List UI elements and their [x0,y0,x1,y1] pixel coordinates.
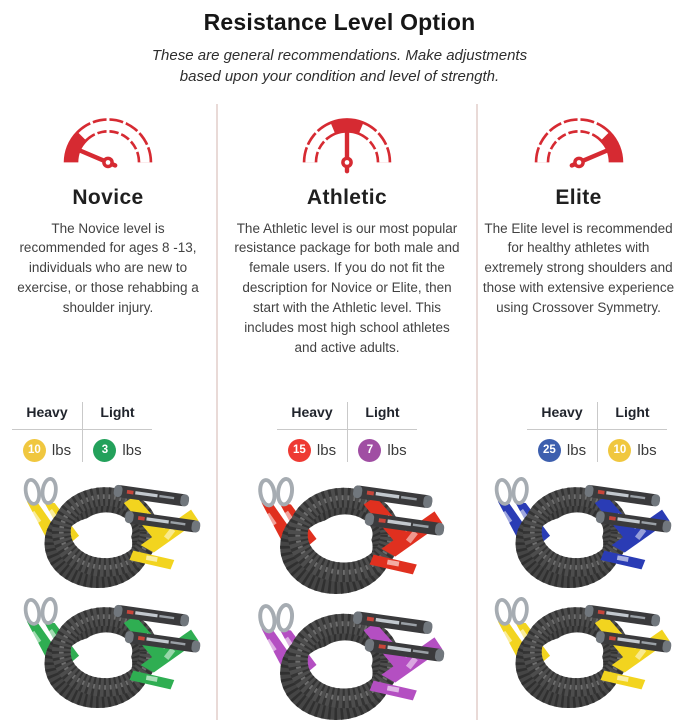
weight-table: Heavy Light 10 lbs 3 lbs [12,401,152,462]
product-photo-light-band [235,602,459,720]
level-title: Novice [72,185,144,209]
weight-table: Heavy Light 15 lbs 7 lbs [277,401,417,462]
product-photo-heavy-band [235,476,459,594]
gauge-mid-icon [302,117,392,173]
weight-table: Heavy Light 25 lbs 10 lbs [527,401,667,462]
weight-unit: lbs [387,441,407,459]
column-divider [216,103,218,720]
weight-unit: lbs [122,441,142,459]
light-column-header: Light [597,401,667,430]
column-athletic: Athletic The Athletic level is our most … [218,104,476,720]
level-title: Elite [555,185,602,209]
column-elite: Elite The Elite level is recommended for… [478,104,679,720]
heavy-column-header: Heavy [12,402,82,430]
light-column-header: Light [82,401,152,430]
level-description: The Elite level is recommended for healt… [482,220,675,315]
light-weight-badge: 7 [358,438,382,462]
gauge-low-icon [63,116,153,168]
level-title: Athletic [306,185,388,209]
heavy-column-header: Heavy [277,402,347,430]
column-novice: Novice The Novice level is recommended f… [0,104,216,720]
page-title: Resistance Level Option [203,9,476,35]
weight-unit: lbs [566,441,587,459]
heavy-weight-badge: 10 [22,438,46,462]
product-photo-heavy-band [480,476,678,588]
light-column-header: Light [347,401,417,430]
weight-unit: lbs [316,441,337,459]
page-subtitle: These are general recommendations. Make … [151,47,528,86]
light-weight-badge: 3 [93,438,117,462]
heavy-column-header: Heavy [527,402,597,430]
header: Resistance Level Option These are genera… [0,0,679,88]
column-divider [476,103,478,720]
heavy-weight-badge: 15 [287,438,311,462]
weight-unit: lbs [637,441,657,459]
weight-unit: lbs [51,441,72,459]
level-description: The Athletic level is our most popular r… [234,220,460,355]
product-photo-heavy-band [9,476,207,588]
level-description: The Novice level is recommended for ages… [17,220,199,315]
gauge-high-icon [534,116,623,168]
level-columns: Novice The Novice level is recommended f… [0,103,679,720]
light-weight-badge: 10 [608,438,632,462]
heavy-weight-badge: 25 [537,438,561,462]
